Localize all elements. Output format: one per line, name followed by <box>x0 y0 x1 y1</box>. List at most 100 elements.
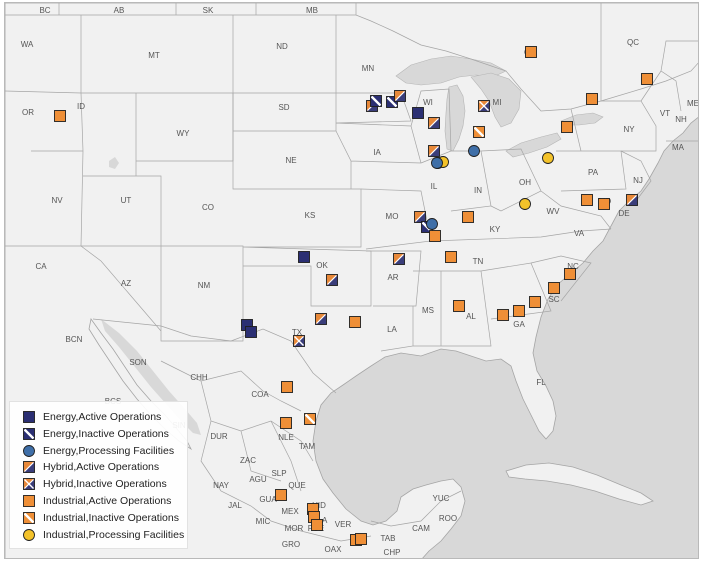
region-label-chp: CHP <box>384 548 401 557</box>
legend-item-label: Energy,Active Operations <box>43 411 162 423</box>
legend-swatch-industrial-inactive-icon <box>23 511 35 524</box>
site-marker-industrial-inactive[interactable] <box>473 126 485 138</box>
site-marker-industrial-active[interactable] <box>561 121 573 133</box>
site-marker-hybrid-active[interactable] <box>315 313 327 325</box>
site-marker-industrial-active[interactable] <box>355 533 367 545</box>
site-marker-industrial-active[interactable] <box>581 194 593 206</box>
region-label-mex: MEX <box>281 507 299 516</box>
site-marker-energy-processing[interactable] <box>431 157 443 169</box>
site-marker-energy-processing[interactable] <box>468 145 480 157</box>
region-label-qc: QC <box>627 38 639 47</box>
site-marker-industrial-active[interactable] <box>548 282 560 294</box>
site-marker-hybrid-active[interactable] <box>626 194 638 206</box>
region-label-roo: ROO <box>439 514 457 523</box>
legend-item-industrial-active[interactable]: Industrial,Active Operations <box>22 493 171 509</box>
site-marker-industrial-active[interactable] <box>445 251 457 263</box>
region-label-slp: SLP <box>271 469 286 478</box>
region-label-il: IL <box>431 182 438 191</box>
legend-item-energy-processing[interactable]: Energy,Processing Facilities <box>22 443 174 459</box>
region-label-jal: JAL <box>228 501 242 510</box>
region-label-tam: TAM <box>299 442 316 451</box>
site-marker-hybrid-active[interactable] <box>326 274 338 286</box>
legend-item-energy-active[interactable]: Energy,Active Operations <box>22 409 161 425</box>
region-label-oax: OAX <box>325 545 343 554</box>
region-label-wv: WV <box>547 207 561 216</box>
site-marker-energy-processing[interactable] <box>426 218 438 230</box>
site-marker-industrial-active[interactable] <box>598 198 610 210</box>
site-marker-industrial-processing[interactable] <box>519 198 531 210</box>
site-marker-hybrid-inactive[interactable] <box>478 100 490 112</box>
region-label-cam: CAM <box>412 524 430 533</box>
legend-item-label: Energy,Processing Facilities <box>43 444 175 457</box>
site-marker-industrial-active[interactable] <box>280 417 292 429</box>
region-label-ar: AR <box>387 273 398 282</box>
site-marker-hybrid-active[interactable] <box>394 90 406 102</box>
region-label-ut: UT <box>121 196 132 205</box>
region-label-nc: NC <box>567 262 579 271</box>
region-label-ny: NY <box>623 125 635 134</box>
site-marker-industrial-processing[interactable] <box>542 152 554 164</box>
lake-superior <box>395 55 507 86</box>
region-label-nh: NH <box>675 115 687 124</box>
marker-layer[interactable] <box>54 46 653 546</box>
site-marker-hybrid-active[interactable] <box>428 145 440 157</box>
site-marker-industrial-active[interactable] <box>586 93 598 105</box>
legend-swatch-energy-inactive-icon <box>23 427 35 440</box>
site-marker-energy-inactive[interactable] <box>386 96 398 108</box>
site-marker-industrial-active[interactable] <box>311 519 323 531</box>
legend-item-hybrid-active[interactable]: Hybrid,Active Operations <box>22 459 159 475</box>
state-lines-northeast <box>570 40 698 152</box>
site-marker-energy-active[interactable] <box>412 107 424 119</box>
site-marker-industrial-active[interactable] <box>497 309 509 321</box>
region-label-ky: KY <box>490 225 501 234</box>
region-label-ia: IA <box>373 148 381 157</box>
region-label-chh: CHH <box>190 373 208 382</box>
legend-item-label: Hybrid,Inactive Operations <box>43 478 167 491</box>
region-label-wy: WY <box>177 129 191 138</box>
region-label-id: ID <box>77 102 85 111</box>
site-marker-hybrid-active[interactable] <box>393 253 405 265</box>
canada-us-border <box>5 14 698 112</box>
site-marker-hybrid-inactive[interactable] <box>293 335 305 347</box>
site-marker-industrial-active[interactable] <box>513 305 525 317</box>
legend-swatch-hybrid-active-icon <box>23 461 35 474</box>
region-label-sd: SD <box>278 103 289 112</box>
cuba-land <box>505 462 654 506</box>
site-marker-energy-active[interactable] <box>245 326 257 338</box>
site-marker-energy-active[interactable] <box>298 251 310 263</box>
region-label-co: CO <box>202 203 214 212</box>
site-marker-industrial-active[interactable] <box>349 316 361 328</box>
province-lines <box>58 3 602 101</box>
site-marker-hybrid-active[interactable] <box>428 117 440 129</box>
site-marker-hybrid-active[interactable] <box>414 211 426 223</box>
region-label-gua: GUA <box>259 495 277 504</box>
legend-swatch-industrial-active-icon <box>23 495 35 507</box>
site-marker-industrial-active[interactable] <box>281 381 293 393</box>
region-label-wa: WA <box>21 40 34 49</box>
region-label-az: AZ <box>121 279 131 288</box>
region-label-gro: GRO <box>282 540 300 549</box>
legend-item-label: Energy,Inactive Operations <box>43 427 169 440</box>
legend-item-industrial-processing[interactable]: Industrial,Processing Facilities <box>22 527 184 543</box>
legend-swatch-hybrid-inactive-icon <box>23 478 35 491</box>
site-marker-industrial-inactive[interactable] <box>304 413 316 425</box>
region-label-mn: MN <box>362 64 375 73</box>
site-marker-industrial-active[interactable] <box>54 110 66 122</box>
site-marker-energy-inactive[interactable] <box>370 95 382 107</box>
region-label-mic: MIC <box>256 517 271 526</box>
site-marker-industrial-active[interactable] <box>564 268 576 280</box>
region-label-or: OR <box>22 108 34 117</box>
region-label-que: QUE <box>288 481 305 490</box>
site-marker-industrial-active[interactable] <box>453 300 465 312</box>
site-marker-industrial-active[interactable] <box>641 73 653 85</box>
legend-item-industrial-inactive[interactable]: Industrial,Inactive Operations <box>22 510 179 526</box>
site-marker-industrial-active[interactable] <box>462 211 474 223</box>
site-marker-industrial-active[interactable] <box>429 230 441 242</box>
legend-item-energy-inactive[interactable]: Energy,Inactive Operations <box>22 426 169 442</box>
legend-item-hybrid-inactive[interactable]: Hybrid,Inactive Operations <box>22 476 167 492</box>
site-marker-industrial-active[interactable] <box>529 296 541 308</box>
site-marker-industrial-active[interactable] <box>275 489 287 501</box>
region-label-ga: GA <box>513 320 525 329</box>
site-marker-industrial-active[interactable] <box>525 46 537 58</box>
